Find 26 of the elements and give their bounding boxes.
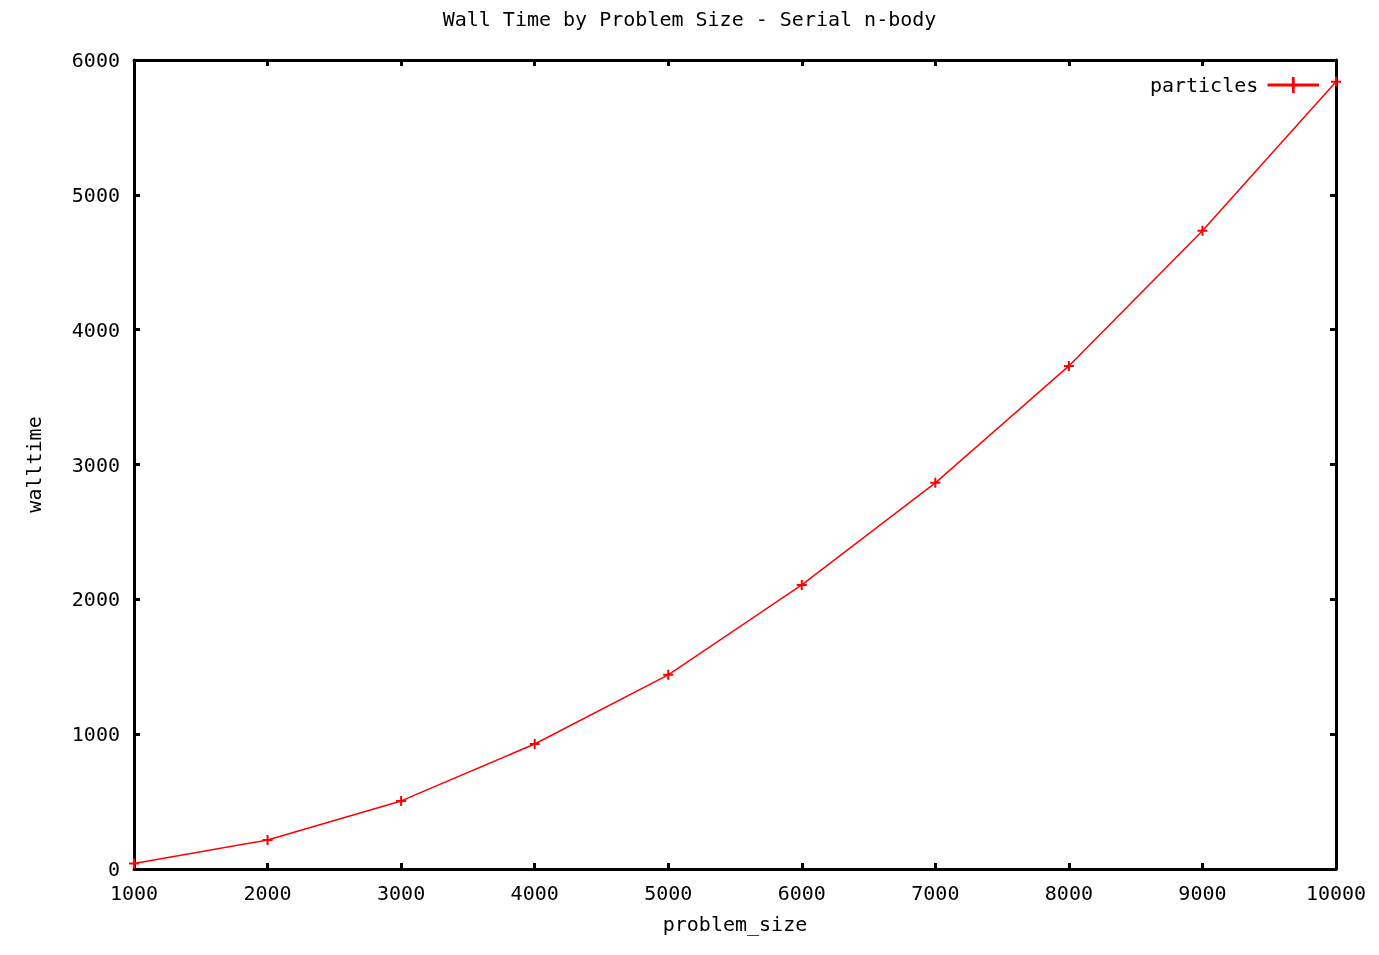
- x-tick-label: 10000: [1305, 881, 1367, 905]
- point: [929, 476, 942, 489]
- point: [1196, 224, 1209, 237]
- x-axis-title: problem_size: [662, 912, 808, 936]
- x-tick-label: 8000: [1044, 881, 1093, 905]
- y-tick-label: 2000: [71, 587, 120, 612]
- y-tick-label: 0: [107, 857, 120, 881]
- x-tick-label: 7000: [911, 881, 960, 905]
- y-tick-label: 3000: [71, 452, 120, 477]
- point: [128, 857, 140, 870]
- x-tick-label: 1000: [109, 881, 159, 905]
- y-axis-title: walltime: [22, 416, 46, 513]
- x-tick-label: 9000: [1178, 881, 1227, 905]
- point: [662, 668, 675, 681]
- x-tick-label: 3000: [377, 881, 426, 905]
- legend-label: particles: [1149, 73, 1259, 97]
- y-tick-label: 6000: [71, 48, 120, 72]
- y-tick-label: 1000: [71, 722, 120, 747]
- x-tick-label: 4000: [510, 881, 559, 905]
- chart-title: Wall Time by Problem Size - Serial n-body: [442, 7, 937, 31]
- x-tick-label: 5000: [644, 881, 693, 905]
- point: [1330, 75, 1342, 88]
- y-tick-label: 5000: [71, 182, 120, 207]
- y-tick-label: 4000: [71, 317, 120, 342]
- x-tick-label: 6000: [777, 881, 826, 905]
- x-tick-label: 2000: [243, 881, 292, 905]
